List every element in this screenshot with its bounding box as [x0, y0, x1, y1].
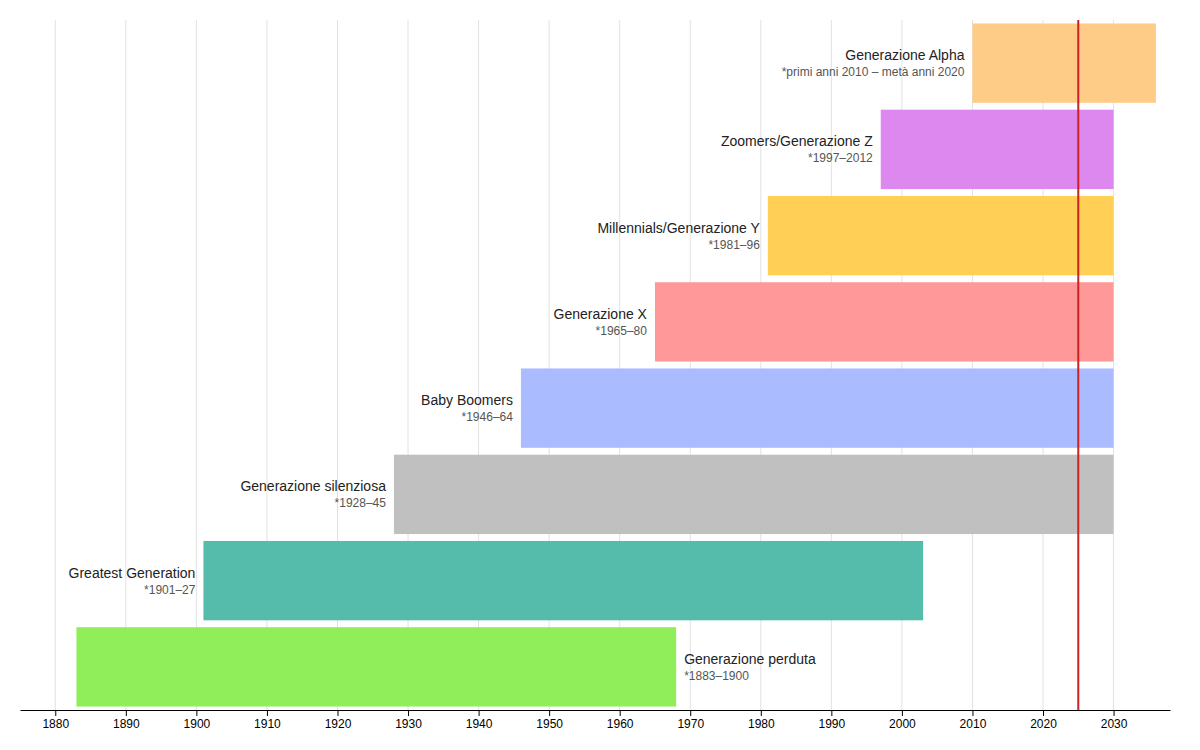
- tick-mark: [337, 710, 338, 716]
- category-label: Generazione perduta: [684, 651, 816, 667]
- tick-mark: [549, 710, 550, 716]
- chart: 1880 1890 1900 1910 1920 1930 1940 1950 1960 1970…: [0, 0, 1200, 750]
- grid-line: [55, 20, 56, 710]
- range-bar: [655, 282, 1114, 361]
- tick: 2010: [960, 710, 987, 731]
- reference-line: [1077, 20, 1079, 710]
- tick-label: 2000: [889, 717, 916, 731]
- tick: 1930: [395, 710, 422, 731]
- tick-label: 1880: [42, 717, 69, 731]
- category-label: Generazione silenziosa: [240, 478, 386, 494]
- tick-mark: [267, 710, 268, 716]
- tick-label: 1920: [325, 717, 352, 731]
- tick-mark: [620, 710, 621, 716]
- tick: 1910: [254, 710, 281, 731]
- tick-label: 1980: [748, 717, 775, 731]
- tick-mark: [1114, 710, 1115, 716]
- tick-mark: [55, 710, 56, 716]
- tick: 2030: [1101, 710, 1128, 731]
- category-label: Generazione Alpha: [845, 47, 964, 63]
- tick-label: 1990: [818, 717, 845, 731]
- tick-label: 2020: [1030, 717, 1057, 731]
- x-axis: 1880 1890 1900 1910 1920 1930 1940 1950 1960 1970…: [21, 710, 1171, 731]
- tick-mark: [902, 710, 903, 716]
- grid-line: [196, 20, 197, 710]
- range-bar: [76, 627, 676, 706]
- range-bar: [972, 23, 1155, 102]
- range-bar: [521, 368, 1114, 447]
- tick-label: 1930: [395, 717, 422, 731]
- tick-label: 1890: [113, 717, 140, 731]
- tick: 1890: [113, 710, 140, 731]
- plot: 1880 1890 1900 1910 1920 1930 1940 1950 1960 1970…: [21, 20, 1171, 731]
- range-bar: [768, 196, 1114, 275]
- annotation: *1946–64: [462, 410, 514, 424]
- tick: 1960: [607, 710, 634, 731]
- tick-label: 1900: [184, 717, 211, 731]
- tick-mark: [761, 710, 762, 716]
- tick-label: 1960: [607, 717, 634, 731]
- range-bar: [394, 455, 1114, 534]
- annotation: *1883–1900: [684, 669, 749, 683]
- tick: 1950: [536, 710, 563, 731]
- category-label: Zoomers/Generazione Z: [721, 133, 873, 149]
- category-label: Greatest Generation: [69, 565, 196, 581]
- tick-label: 2030: [1101, 717, 1128, 731]
- tick-label: 1970: [677, 717, 704, 731]
- annotation: *1965–80: [596, 324, 648, 338]
- annotation: *1928–45: [335, 496, 387, 510]
- tick-label: 1910: [254, 717, 281, 731]
- annotation: *1997–2012: [808, 151, 873, 165]
- tick: 1990: [818, 710, 845, 731]
- annotation: *1901–27: [144, 583, 196, 597]
- tick: 1880: [42, 710, 69, 731]
- tick-mark: [972, 710, 973, 716]
- tick-mark: [690, 710, 691, 716]
- tick-label: 2010: [960, 717, 987, 731]
- range-bar: [203, 541, 923, 620]
- tick-mark: [831, 710, 832, 716]
- tick-label: 1950: [536, 717, 563, 731]
- labels: Generazione perduta *1883–1900 Greatest Ge…: [69, 47, 965, 683]
- tick: 1940: [466, 710, 493, 731]
- tick: 1920: [325, 710, 352, 731]
- category-label: Millennials/Generazione Y: [597, 220, 760, 236]
- annotation: *primi anni 2010 – metà anni 2020: [782, 65, 965, 79]
- tick: 1900: [184, 710, 211, 731]
- tick: 1980: [748, 710, 775, 731]
- tick-mark: [1043, 710, 1044, 716]
- axis-line: [21, 710, 1171, 711]
- annotation: *1981–96: [708, 238, 760, 252]
- tick: 2000: [889, 710, 916, 731]
- category-label: Generazione X: [554, 306, 648, 322]
- tick-mark: [408, 710, 409, 716]
- tick-mark: [126, 710, 127, 716]
- grid-line: [125, 20, 126, 710]
- tick-mark: [479, 710, 480, 716]
- grid: [55, 20, 1113, 710]
- tick: 2020: [1030, 710, 1057, 731]
- tick-label: 1940: [466, 717, 493, 731]
- marks: [76, 20, 1155, 710]
- category-label: Baby Boomers: [421, 392, 513, 408]
- tick: 1970: [677, 710, 704, 731]
- tick-mark: [196, 710, 197, 716]
